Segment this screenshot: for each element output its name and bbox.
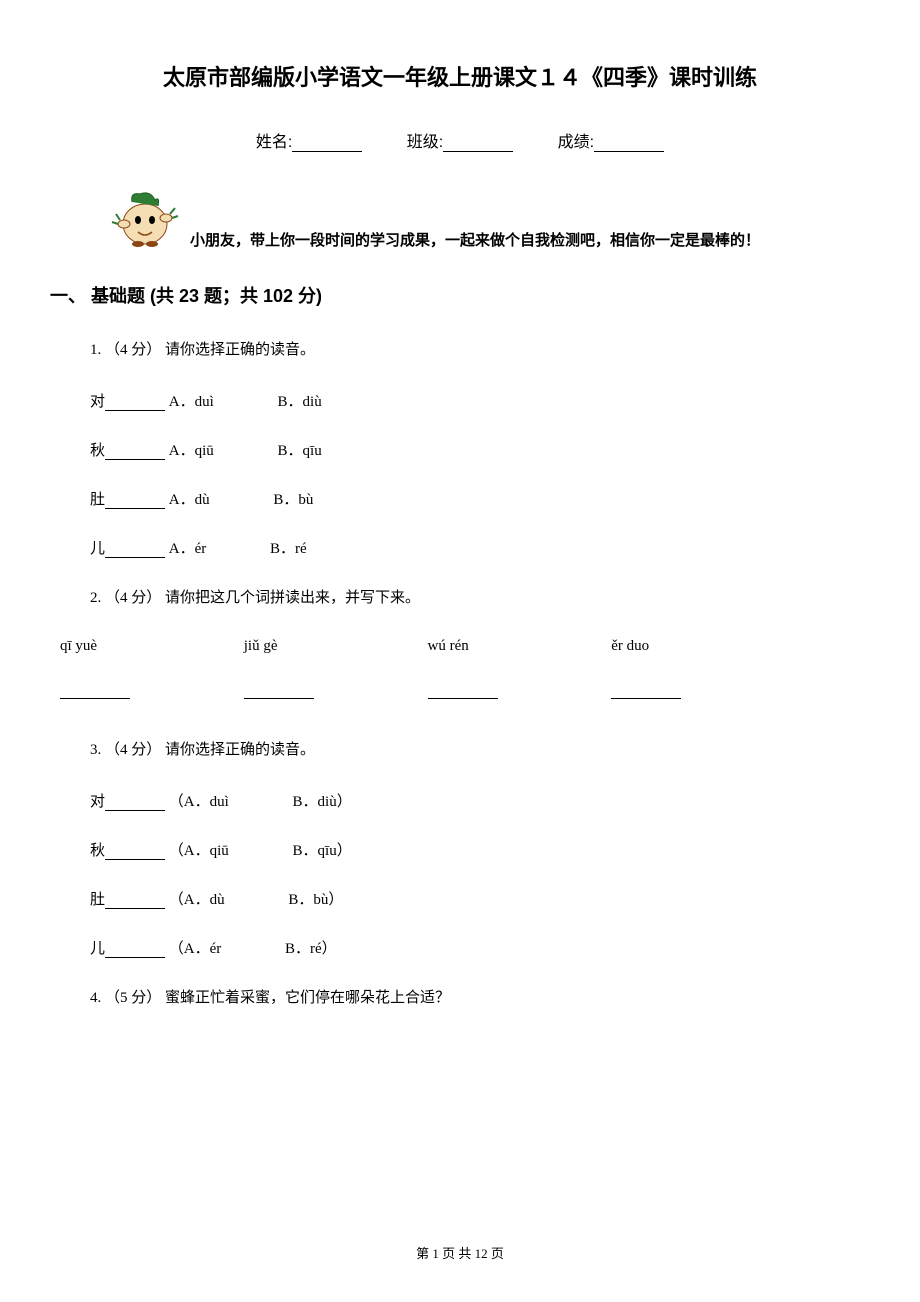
q1-b-3: B．ré: [270, 541, 307, 557]
q1-b-1: B．qīu: [278, 443, 322, 459]
score-field: 成绩:: [558, 128, 664, 152]
answer-blank: [105, 844, 165, 860]
write-blank: [60, 683, 130, 699]
q3-char-0: 对: [90, 794, 105, 810]
answer-blank: [105, 493, 165, 509]
mascot-icon: [110, 182, 180, 252]
q3-b-2: B．bù）: [288, 892, 343, 908]
q1-b-0: B．diù: [278, 394, 322, 410]
q1-char-1: 秋: [90, 443, 105, 459]
info-row: 姓名: 班级: 成绩:: [50, 128, 870, 152]
q3-item-0: 对 （A．duì B．diù）: [90, 790, 870, 811]
q2-pinyin-row: qī yuè jiǔ gè wú rén ěr duo: [60, 638, 870, 655]
q4-header: 4. （5 分） 蜜蜂正忙着采蜜，它们停在哪朵花上合适？: [90, 986, 870, 1010]
answer-blank: [105, 542, 165, 558]
q1-char-2: 肚: [90, 492, 105, 508]
q3-b-1: B．qīu）: [293, 843, 352, 859]
section-header: 一、 基础题 (共 23 题；共 102 分): [50, 282, 870, 308]
q1-char-3: 儿: [90, 541, 105, 557]
write-blank: [428, 683, 498, 699]
q3-b-3: B．ré）: [285, 941, 337, 957]
q1-a-3: A．ér: [169, 541, 207, 557]
q3-item-3: 儿 （A．ér B．ré）: [90, 937, 870, 958]
write-blank: [244, 683, 314, 699]
page-title: 太原市部编版小学语文一年级上册课文１４《四季》课时训练: [50, 60, 870, 92]
name-blank: [292, 134, 362, 152]
q2-write-row: [60, 683, 870, 704]
q3-char-3: 儿: [90, 941, 105, 957]
q2-header: 2. （4 分） 请你把这几个词拼读出来，并写下来。: [90, 586, 870, 610]
q3-header: 3. （4 分） 请你选择正确的读音。: [90, 738, 870, 762]
q1-item-1: 秋 A．qiū B．qīu: [90, 439, 870, 460]
answer-blank: [105, 893, 165, 909]
q1-a-0: A．duì: [169, 394, 214, 410]
q1-char-0: 对: [90, 394, 105, 410]
score-blank: [594, 134, 664, 152]
name-label: 姓名:: [256, 134, 292, 151]
q3-item-2: 肚 （A．dù B．bù）: [90, 888, 870, 909]
q3-b-0: B．diù）: [293, 794, 352, 810]
class-field: 班级:: [407, 128, 513, 152]
q1-header: 1. （4 分） 请你选择正确的读音。: [90, 338, 870, 362]
score-label: 成绩:: [558, 134, 594, 151]
q2-pinyin-1: jiǔ gè: [244, 638, 424, 655]
page-footer: 第 1 页 共 12 页: [0, 1243, 920, 1262]
answer-blank: [105, 795, 165, 811]
q3-a-0: （A．duì: [169, 794, 229, 810]
answer-blank: [105, 942, 165, 958]
q3-a-2: （A．dù: [169, 892, 225, 908]
q1-a-1: A．qiū: [169, 443, 214, 459]
q1-item-0: 对 A．duì B．diù: [90, 390, 870, 411]
mascot-row: 小朋友，带上你一段时间的学习成果，一起来做个自我检测吧，相信你一定是最棒的！: [110, 182, 870, 252]
q3-a-3: （A．ér: [169, 941, 222, 957]
name-field: 姓名:: [256, 128, 362, 152]
class-blank: [443, 134, 513, 152]
answer-blank: [105, 395, 165, 411]
q3-char-1: 秋: [90, 843, 105, 859]
q2-pinyin-0: qī yuè: [60, 638, 240, 655]
encouragement-text: 小朋友，带上你一段时间的学习成果，一起来做个自我检测吧，相信你一定是最棒的！: [190, 229, 760, 252]
q1-item-3: 儿 A．ér B．ré: [90, 537, 870, 558]
write-blank: [611, 683, 681, 699]
q3-a-1: （A．qiū: [169, 843, 229, 859]
q3-item-1: 秋 （A．qiū B．qīu）: [90, 839, 870, 860]
q1-a-2: A．dù: [169, 492, 210, 508]
q3-char-2: 肚: [90, 892, 105, 908]
q1-b-2: B．bù: [273, 492, 313, 508]
q2-pinyin-2: wú rén: [428, 638, 608, 655]
class-label: 班级:: [407, 134, 443, 151]
answer-blank: [105, 444, 165, 460]
q2-pinyin-3: ěr duo: [611, 638, 791, 655]
q1-item-2: 肚 A．dù B．bù: [90, 488, 870, 509]
